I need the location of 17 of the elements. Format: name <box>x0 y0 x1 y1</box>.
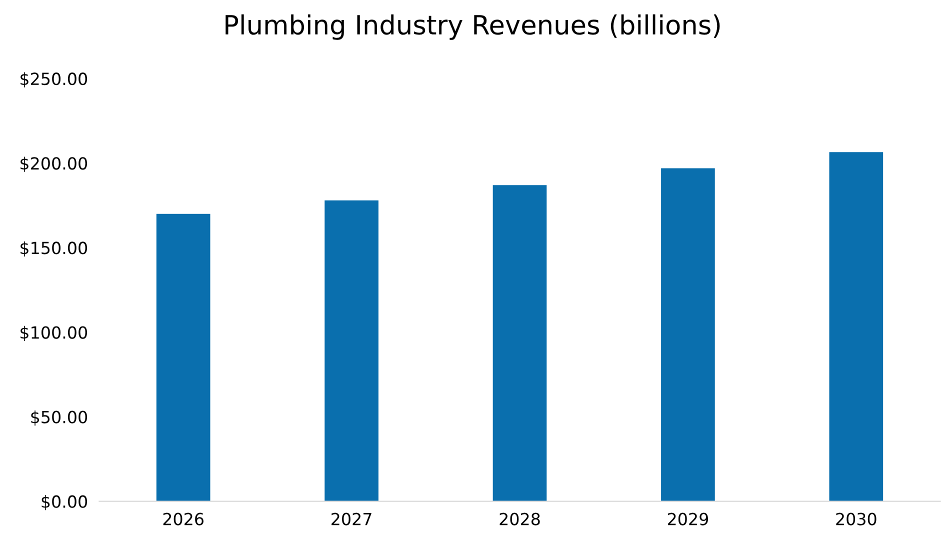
x-tick-label: 2028 <box>500 512 540 526</box>
y-tick-label: $0.00 <box>42 495 88 510</box>
x-tick-label: 2026 <box>163 512 204 526</box>
bar <box>829 152 884 502</box>
y-tick-label: $150.00 <box>20 241 88 256</box>
x-tick-label: 2029 <box>668 512 708 526</box>
y-tick-label: $250.00 <box>20 72 88 88</box>
y-tick-label: $50.00 <box>31 410 88 426</box>
y-tick-label: $100.00 <box>20 326 88 342</box>
y-tick-label: $200.00 <box>20 156 88 172</box>
bar <box>156 214 210 502</box>
chart-title: Plumbing Industry Revenues (billions) <box>226 14 720 40</box>
bar <box>661 168 715 502</box>
bar <box>492 185 547 502</box>
x-tick-label: 2027 <box>332 512 372 526</box>
bar <box>324 200 378 502</box>
x-tick-label: 2030 <box>836 512 876 526</box>
